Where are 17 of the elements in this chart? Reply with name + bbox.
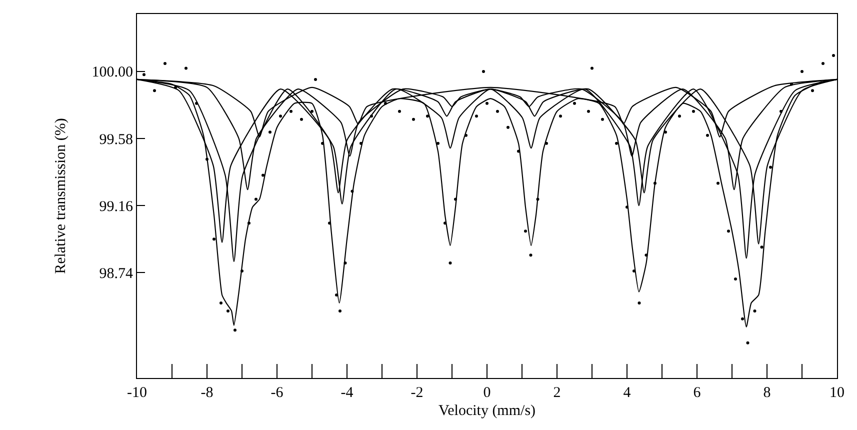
y-tick-label: 99.58 (99, 132, 133, 148)
x-tick-label: 8 (763, 385, 771, 401)
x-tick-label: 0 (483, 385, 491, 401)
x-tick-label: 2 (553, 385, 561, 401)
x-tick-label: 6 (693, 385, 702, 401)
x-tick-label: 4 (623, 385, 632, 401)
y-axis-title: Relative transmission (%) (53, 118, 69, 274)
x-tick-label: -2 (410, 385, 424, 401)
x-tick-label: -4 (340, 385, 354, 401)
y-tick-label: 99.16 (99, 198, 134, 215)
x-axis-title: Velocity (mm/s) (438, 403, 536, 419)
x-tick-label: -10 (127, 385, 147, 401)
x-tick-label: -8 (200, 385, 214, 401)
x-tick-label: 10 (830, 385, 844, 401)
y-tick-label: 98.74 (99, 266, 134, 282)
x-tick-label: -6 (270, 385, 284, 401)
y-tick-label: 100.00 (92, 64, 133, 81)
